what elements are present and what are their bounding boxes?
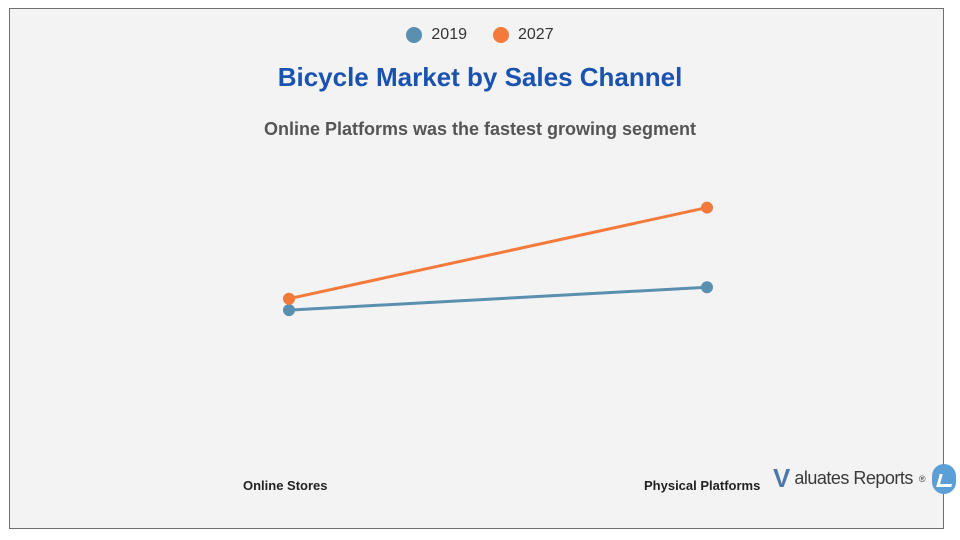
registered-mark: ® [918,473,926,484]
chart-subtitle: Online Platforms was the fastest growing… [263,119,697,139]
valuates-reports-logo: V aluates Reports ® [773,463,956,494]
logo-letter: V [773,463,791,493]
logo-text: aluates Reports [794,468,913,488]
legend-label-2019: 2019 [431,26,467,43]
chart-frame [9,8,944,529]
legend: 2019 2027 [0,26,960,44]
legend-item-2027[interactable]: 2027 [493,26,554,44]
series-line-2019 [288,285,708,312]
chart-title: Bicycle Market by Sales Channel [277,62,683,92]
legend-item-2019[interactable]: 2019 [406,26,467,44]
data-point-2019-0[interactable] [283,304,295,317]
logo-icon [931,463,956,494]
series-line-2027 [288,206,708,301]
data-point-2027-1[interactable] [701,201,713,214]
x-tick-label-online-stores: Online Stores [243,478,328,493]
x-tick-label-physical-platforms: Physical Platforms [644,478,761,493]
legend-marker-2027 [493,27,509,43]
data-point-2019-1[interactable] [701,281,713,294]
data-point-2027-0[interactable] [283,292,295,305]
legend-label-2027: 2027 [518,26,554,43]
legend-marker-2019 [406,27,423,43]
